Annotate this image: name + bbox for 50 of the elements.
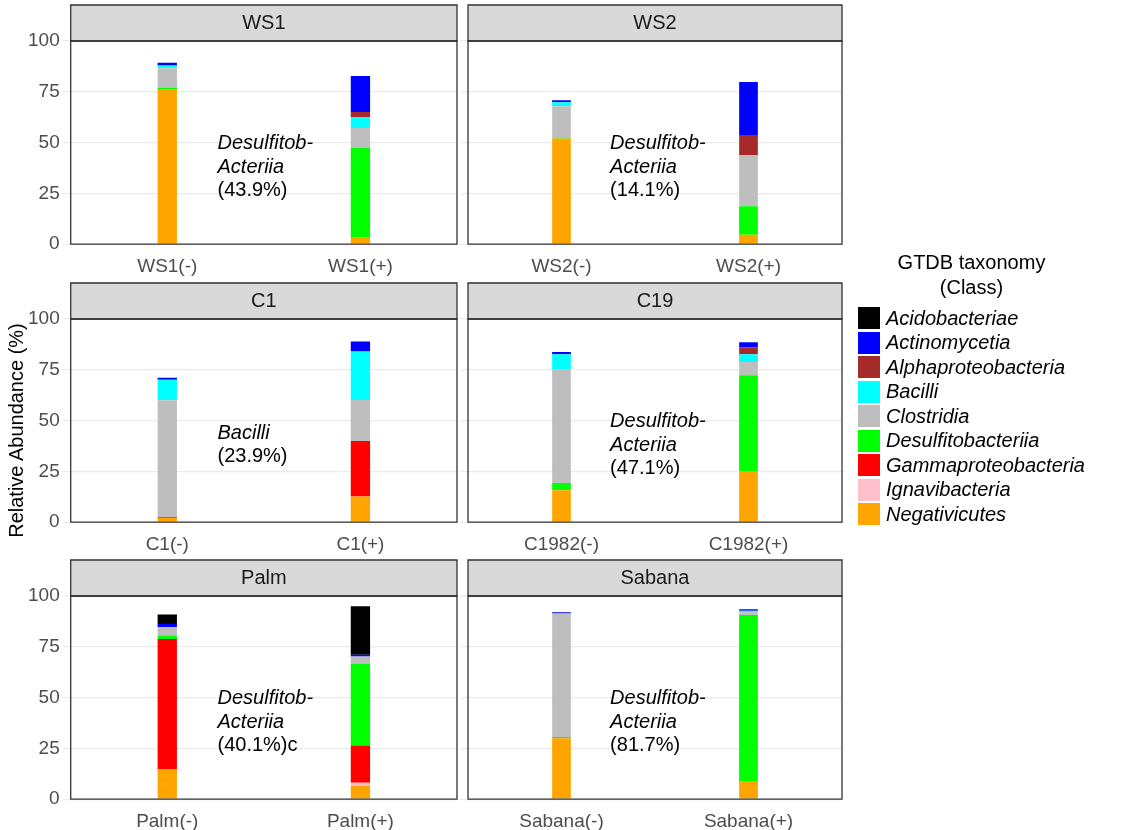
chart-title: C19: [636, 288, 674, 311]
annotation: Desulfitob- Acteriia (43.9%): [216, 130, 314, 201]
y-tick-label: 25: [38, 181, 60, 203]
x-tick-label: Palm(-): [136, 809, 199, 830]
y-tick-label: 75: [38, 80, 60, 102]
y-tick-label: 0: [49, 510, 60, 532]
y-tick-label: 50: [38, 685, 60, 707]
y-tick-label: 25: [38, 736, 60, 758]
chart-title: WS2: [633, 10, 677, 33]
x-tick-label: C1(-): [145, 532, 189, 554]
y-tick-label: 100: [28, 29, 60, 51]
chart-title: Palm: [241, 565, 287, 588]
x-tick-label: WS2(+): [716, 254, 781, 276]
legend-label: Ignavibacteria: [886, 478, 1011, 502]
x-tick-label: C1982(-): [524, 532, 599, 554]
y-tick-label: 25: [38, 459, 60, 481]
x-tick-label: WS1(-): [137, 254, 198, 276]
legend-label: Acidobacteriae: [886, 306, 1019, 330]
annotation: Desulfitob- Acteriia (40.1%)c: [216, 685, 314, 756]
y-tick-label: 0: [49, 787, 60, 809]
x-tick-label: Sabana(+): [703, 809, 794, 830]
y-tick-label: 100: [28, 307, 60, 329]
x-tick-label: C1982(+): [708, 532, 789, 554]
annotation: Desulfitob- Acteriia (14.1%): [609, 130, 707, 201]
legend-label: Negativicutes: [886, 502, 1007, 526]
legend-label: Actinomycetia: [886, 331, 1011, 355]
x-tick-label: WS1(+): [327, 254, 393, 276]
chart-title: C1: [251, 288, 277, 311]
y-tick-label: 75: [38, 358, 60, 380]
legend-label: Gammaproteobacteria: [886, 453, 1085, 477]
annotation: Bacilli (23.9%): [217, 420, 288, 467]
x-tick-label: Palm(+): [326, 809, 394, 830]
x-tick-label: WS2(-): [531, 254, 592, 276]
chart-title: Sabana: [620, 565, 691, 588]
x-tick-label: C1(+): [336, 532, 385, 554]
annotation: Desulfitob- Acteriia (47.1%): [609, 408, 707, 479]
y-tick-label: 75: [38, 635, 60, 657]
legend-label: Clostridia: [886, 404, 970, 428]
y-tick-label: 0: [49, 232, 60, 254]
legend-title: GTDB taxonomy (Class): [896, 250, 1047, 300]
y-tick-label: 50: [38, 130, 60, 152]
chart-title: WS1: [242, 10, 286, 33]
y-tick-label: 100: [28, 584, 60, 606]
x-tick-label: Sabana(-): [519, 809, 604, 830]
legend-label: Desulfitobacteriia: [886, 429, 1040, 453]
legend-label: Bacilli: [886, 380, 939, 404]
legend-label: Alphaproteobacteria: [886, 355, 1066, 379]
annotation: Desulfitob- Acteriia (81.7%): [609, 685, 707, 756]
y-axis-title: Relative Abundance (%): [4, 322, 28, 538]
y-tick-label: 50: [38, 408, 60, 430]
